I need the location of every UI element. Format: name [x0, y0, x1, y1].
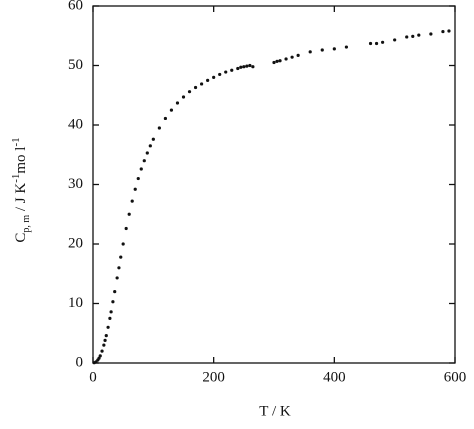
- data-point: [251, 65, 255, 69]
- x-tick-label: 200: [202, 369, 225, 385]
- y-tick-label: 0: [76, 354, 84, 370]
- data-point: [98, 354, 102, 358]
- data-point: [290, 55, 294, 59]
- x-tick-label: 600: [444, 369, 467, 385]
- data-point: [411, 34, 415, 38]
- data-point: [133, 187, 137, 191]
- data-point: [169, 108, 174, 112]
- data-point: [111, 300, 115, 304]
- data-point: [381, 40, 385, 44]
- y-axis-label: Cp, m / J K-1mo l-1: [10, 137, 33, 242]
- data-point: [102, 343, 106, 347]
- x-axis-label: T / K: [259, 403, 291, 419]
- data-point: [175, 101, 180, 105]
- data-point: [119, 255, 123, 259]
- data-point: [344, 45, 348, 49]
- data-point: [447, 29, 451, 33]
- data-point: [272, 60, 276, 65]
- data-point: [103, 338, 107, 342]
- y-tick-label: 30: [68, 176, 83, 192]
- data-point: [245, 64, 249, 68]
- y-tick-label: 50: [68, 57, 83, 73]
- data-point: [284, 57, 288, 61]
- y-tick-label: 20: [68, 235, 83, 251]
- data-point: [275, 59, 279, 63]
- data-point: [115, 276, 119, 280]
- y-tick-label: 10: [68, 295, 83, 311]
- data-point: [296, 53, 300, 57]
- data-point: [130, 199, 134, 203]
- data-point: [193, 85, 198, 90]
- data-point: [121, 242, 125, 246]
- data-point: [148, 144, 152, 148]
- data-point: [109, 310, 113, 314]
- x-tick-label: 0: [89, 369, 97, 385]
- data-point: [332, 47, 336, 51]
- data-point: [206, 78, 210, 82]
- data-point: [97, 356, 101, 360]
- data-point: [163, 116, 167, 121]
- y-label-part: -1: [10, 137, 22, 146]
- data-point: [429, 32, 433, 36]
- data-point: [100, 349, 104, 353]
- data-point: [200, 82, 204, 86]
- y-tick-label: 60: [68, 0, 83, 13]
- data-point: [187, 90, 192, 94]
- data-point: [308, 50, 312, 54]
- data-point: [212, 75, 216, 79]
- plot-frame: [92, 5, 456, 364]
- data-point: [106, 325, 110, 329]
- y-label-part: p, m: [21, 215, 32, 233]
- data-point: [142, 159, 146, 163]
- data-point: [113, 290, 117, 294]
- data-point: [218, 72, 222, 77]
- y-label-part: C: [13, 233, 29, 243]
- data-point: [230, 68, 234, 72]
- y-label-part: / J K: [13, 183, 29, 215]
- data-point: [117, 266, 121, 270]
- data-point: [151, 137, 155, 141]
- y-label-part: mo l: [13, 147, 29, 174]
- data-point: [417, 33, 421, 37]
- data-point: [136, 176, 140, 181]
- data-point: [157, 126, 161, 130]
- data-point: [242, 65, 246, 69]
- data-point: [248, 63, 252, 68]
- data-point: [139, 167, 143, 171]
- data-point: [224, 70, 228, 74]
- data-point: [145, 151, 149, 155]
- x-tick-label: 400: [323, 369, 346, 385]
- data-point: [239, 65, 243, 69]
- data-point: [374, 41, 379, 46]
- data-point: [320, 48, 324, 52]
- data-point: [278, 59, 282, 63]
- data-point: [127, 212, 131, 216]
- data-point: [441, 29, 445, 34]
- data-point: [236, 66, 240, 71]
- data-point: [181, 95, 186, 99]
- data-point: [393, 38, 397, 42]
- data-point: [104, 334, 108, 338]
- y-tick-label: 40: [68, 116, 83, 132]
- data-point: [124, 226, 128, 231]
- data-point: [108, 316, 112, 320]
- y-label-part: -1: [10, 174, 22, 183]
- data-point: [405, 35, 409, 39]
- data-point: [368, 41, 373, 46]
